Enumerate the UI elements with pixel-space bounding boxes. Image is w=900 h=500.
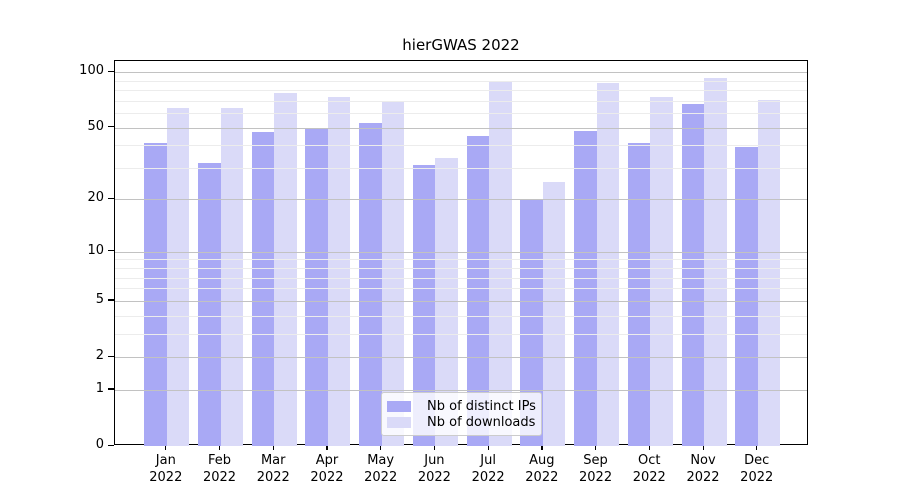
y-tick-mark [108,299,114,301]
bar-downloads-oct [650,97,673,446]
bars-layer [115,61,807,446]
x-tick-mark [433,445,436,450]
bar-distinct-ips-feb [198,162,221,446]
chart-title: hierGWAS 2022 [402,36,520,54]
bar-downloads-sep [596,83,620,446]
bar-downloads-apr [327,97,351,446]
y-tick-mark [108,70,114,72]
y-tick-label: 2 [95,348,104,363]
y-tick-mark [108,126,114,128]
bar-downloads-jul [489,81,512,446]
legend-swatch-distinct-ips [387,400,411,412]
bar-distinct-ips-apr [305,129,328,446]
y-tick-label: 100 [79,63,104,79]
bar-distinct-ips-oct [627,143,651,446]
legend-entry-distinct-ips: Nb of distinct IPs [387,398,536,414]
x-tick-mark [272,445,274,450]
x-tick-label: Jul 2022 [471,453,505,485]
x-tick-mark [595,445,597,450]
y-tick-mark [108,388,114,390]
x-tick-label: May 2022 [364,453,398,485]
x-tick-mark [165,445,167,450]
x-tick-mark [648,445,650,450]
bar-distinct-ips-nov [681,104,704,446]
bar-downloads-feb [220,107,244,446]
bar-distinct-ips-dec [735,147,758,446]
bar-downloads-aug [542,182,566,446]
bar-downloads-dec [757,99,781,446]
x-tick-label: Sep 2022 [579,453,613,485]
x-tick-mark [380,445,382,450]
bar-distinct-ips-jun [412,165,436,446]
bar-downloads-nov [704,77,727,446]
bar-distinct-ips-sep [574,130,597,446]
x-tick-mark [326,445,328,450]
y-tick-mark [108,197,114,200]
bar-downloads-jun [435,158,458,446]
x-tick-label: Jan 2022 [149,453,183,485]
x-tick-label: Dec 2022 [740,453,774,485]
bar-distinct-ips-aug [520,199,543,446]
x-tick-mark [219,445,221,450]
bar-downloads-jan [166,107,190,446]
legend-swatch-downloads [387,416,411,428]
x-tick-label: Jun 2022 [417,453,451,485]
y-tick-mark [108,250,114,252]
y-tick-label: 10 [87,242,104,258]
legend-entry-downloads: Nb of downloads [387,414,536,430]
x-tick-mark [756,445,758,450]
bar-distinct-ips-jan [144,143,167,446]
x-tick-label: Mar 2022 [256,453,290,485]
bar-distinct-ips-mar [251,132,275,446]
y-tick-label: 5 [95,291,104,307]
y-tick-label: 50 [87,118,104,134]
bar-distinct-ips-jul [466,135,490,446]
bar-downloads-mar [274,93,297,446]
x-tick-label: Apr 2022 [310,453,344,485]
x-tick-label: Aug 2022 [525,453,559,485]
x-tick-label: Nov 2022 [686,453,720,485]
x-tick-label: Feb 2022 [202,453,237,485]
y-tick-label: 20 [87,190,104,206]
plot-area [114,60,808,446]
legend-label-distinct-ips: Nb of distinct IPs [427,398,536,414]
bar-downloads-may [381,101,405,446]
y-tick-label: 0 [95,437,104,452]
legend: Nb of distinct IPs Nb of downloads [381,392,542,436]
y-tick-mark [108,355,114,357]
x-tick-mark [541,445,543,450]
x-tick-mark [702,445,704,450]
x-tick-mark [487,445,489,450]
x-tick-label: Oct 2022 [632,453,666,485]
legend-label-downloads: Nb of downloads [427,414,536,430]
y-tick-mark [108,444,114,446]
bar-distinct-ips-may [359,122,382,446]
y-tick-label: 1 [95,380,104,396]
